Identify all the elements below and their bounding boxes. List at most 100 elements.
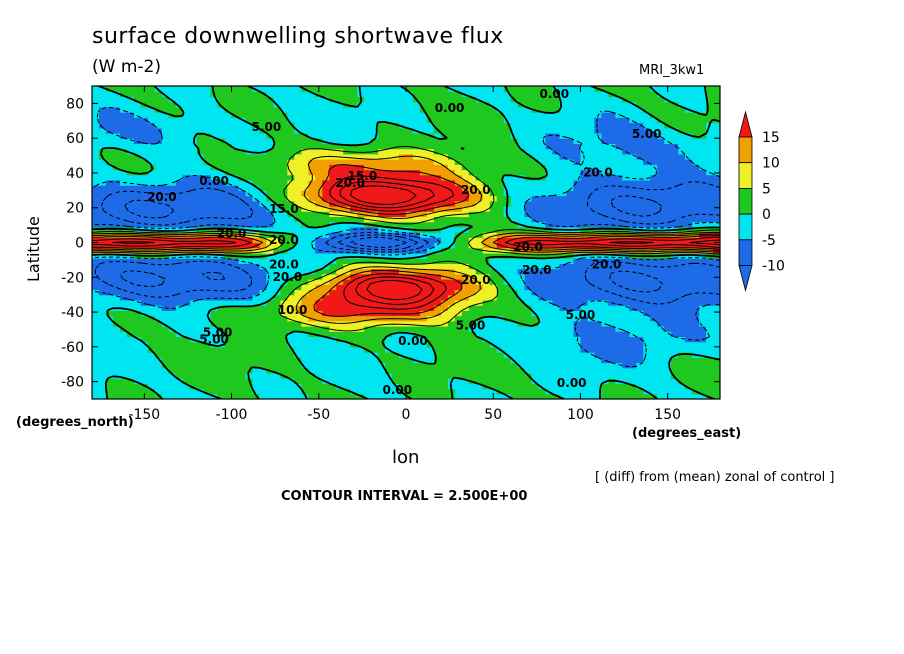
field-cell xyxy=(559,320,568,327)
field-cell xyxy=(580,284,589,291)
field-cell xyxy=(336,221,344,228)
field-cell xyxy=(713,159,720,165)
field-cell xyxy=(224,216,233,223)
field-cell xyxy=(678,299,686,306)
field-cell xyxy=(608,341,616,348)
field-cell xyxy=(566,153,575,160)
field-cell xyxy=(608,190,616,197)
field-cell xyxy=(538,299,547,306)
field-cell xyxy=(685,164,693,171)
field-cell xyxy=(713,132,720,139)
field-cell xyxy=(482,179,491,186)
field-cell xyxy=(713,372,720,379)
field-cell xyxy=(238,138,247,144)
field-cell xyxy=(371,247,379,254)
field-cell xyxy=(196,346,205,353)
field-cell xyxy=(112,346,121,353)
field-cell xyxy=(133,221,142,228)
field-cell xyxy=(133,352,142,358)
field-cell xyxy=(629,357,637,364)
field-cell xyxy=(636,294,644,301)
field-cell xyxy=(587,258,595,264)
field-cell xyxy=(112,185,121,191)
field-cell xyxy=(133,132,142,139)
field-cell xyxy=(238,263,247,270)
field-cell xyxy=(336,127,344,134)
field-cell xyxy=(594,284,602,291)
field-cell xyxy=(308,195,316,202)
field-cell xyxy=(426,315,435,322)
field-cell xyxy=(517,117,526,124)
field-cell xyxy=(454,226,463,233)
field-cell xyxy=(105,299,114,306)
field-cell xyxy=(678,336,686,343)
field-cell xyxy=(175,284,184,291)
field-cell xyxy=(559,310,568,317)
field-cell xyxy=(301,143,309,150)
field-cell xyxy=(322,305,330,311)
field-cell xyxy=(566,169,575,176)
field-cell xyxy=(496,216,505,223)
field-cell xyxy=(399,169,407,176)
field-cell xyxy=(294,331,302,337)
field-cell xyxy=(119,143,128,150)
field-cell xyxy=(489,127,498,134)
field-cell xyxy=(503,132,512,139)
field-cell xyxy=(287,362,295,369)
field-cell xyxy=(92,372,100,379)
field-cell xyxy=(252,226,261,233)
field-cell xyxy=(140,336,149,343)
field-cell xyxy=(524,169,533,176)
field-cell xyxy=(147,372,156,379)
field-cell xyxy=(636,362,644,369)
field-cell xyxy=(447,310,456,317)
field-cell xyxy=(482,284,491,291)
field-cell xyxy=(650,169,658,176)
field-cell xyxy=(224,205,233,212)
field-cell xyxy=(594,289,602,296)
field-cell xyxy=(482,367,491,374)
field-cell xyxy=(301,185,309,191)
field-cell xyxy=(245,122,254,129)
field-cell xyxy=(559,232,568,238)
field-cell xyxy=(573,388,582,395)
field-cell xyxy=(252,320,261,327)
field-cell xyxy=(392,205,400,212)
field-cell xyxy=(622,211,630,218)
field-cell xyxy=(685,299,693,306)
field-cell xyxy=(196,216,205,223)
field-cell xyxy=(699,362,707,369)
field-cell xyxy=(175,221,184,228)
field-cell xyxy=(433,132,442,139)
field-cell xyxy=(301,372,309,379)
field-cell xyxy=(105,106,114,113)
field-cell xyxy=(517,122,526,129)
field-cell xyxy=(601,195,609,202)
field-cell xyxy=(468,174,477,181)
field-cell xyxy=(238,132,247,139)
field-cell xyxy=(671,117,679,124)
field-cell xyxy=(259,153,268,160)
field-cell xyxy=(154,232,163,238)
field-cell xyxy=(587,299,595,306)
field-cell xyxy=(510,164,519,171)
field-cell xyxy=(552,252,561,259)
field-cell xyxy=(266,143,275,150)
field-cell xyxy=(692,153,700,160)
field-cell xyxy=(119,367,128,374)
field-cell xyxy=(580,117,589,124)
field-cell xyxy=(315,200,323,207)
field-cell xyxy=(615,336,623,343)
field-cell xyxy=(329,169,337,176)
field-cell xyxy=(657,179,665,186)
field-cell xyxy=(231,148,240,155)
field-cell xyxy=(650,195,658,202)
field-cell xyxy=(657,367,665,374)
field-cell xyxy=(357,258,365,264)
field-cell xyxy=(664,216,672,223)
field-cell xyxy=(133,122,142,129)
field-cell xyxy=(224,153,233,160)
field-cell xyxy=(713,174,720,181)
field-cell xyxy=(154,226,163,233)
field-cell xyxy=(517,331,526,337)
